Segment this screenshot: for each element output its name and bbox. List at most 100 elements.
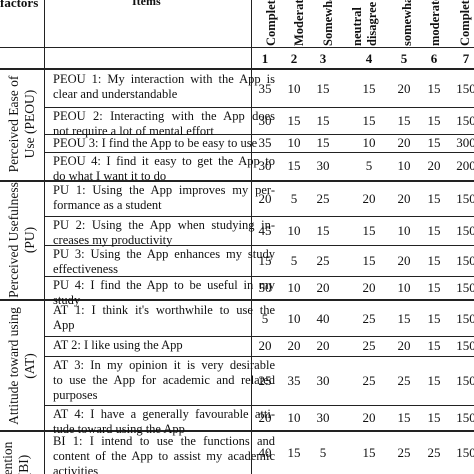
- group-label-at: Attitude toward using (AT): [6, 307, 37, 425]
- item-line: content of the App to assist my academic: [53, 449, 275, 463]
- row-divider: [44, 405, 474, 406]
- item-text: BI 1: I intend to use the functions and c…: [53, 434, 275, 474]
- factor-divider: [44, 0, 45, 474]
- value-cell: 35: [258, 135, 272, 150]
- value-cell: 25: [362, 372, 376, 388]
- value-cell: 30: [316, 158, 330, 173]
- item-line: tude toward using the App: [53, 422, 185, 436]
- item-line: App: [53, 318, 75, 332]
- item-line: PEOU 3: I find the App to be easy to use: [53, 136, 258, 150]
- item-text: PU 4: I find the App to be useful in my s…: [53, 278, 275, 308]
- value-cell: 15: [362, 112, 376, 128]
- group-label-bi: Intention (BI): [0, 441, 31, 474]
- value-cell: 150: [456, 112, 474, 128]
- value-cell: 15: [427, 190, 441, 206]
- col-number-3: 3: [319, 51, 327, 66]
- value-cell: 25: [316, 190, 330, 206]
- value-cell: 20: [258, 338, 272, 353]
- items-divider: [251, 0, 252, 474]
- row-divider: [44, 134, 474, 135]
- item-line: clear and understandable: [53, 87, 178, 101]
- value-cell: 15: [316, 112, 330, 128]
- item-text: AT 4: I have a generally favourable atti…: [53, 407, 275, 437]
- value-cell: 5: [365, 158, 373, 173]
- value-cell: 15: [427, 252, 441, 268]
- value-cell: 10: [287, 80, 301, 96]
- value-cell: 20: [427, 158, 441, 173]
- value-cell: 5: [319, 445, 327, 460]
- value-cell: 40: [258, 445, 272, 460]
- group-label-pu: Perceived Usefulness (PU): [6, 182, 37, 298]
- value-cell: 150: [456, 409, 474, 425]
- col-number-6: 6: [430, 51, 438, 66]
- item-line: PU 1: Using the App improves my per-: [53, 183, 275, 197]
- row-divider: [44, 356, 474, 357]
- value-cell: 15: [397, 112, 411, 128]
- value-cell: 10: [397, 279, 411, 295]
- group-label-peou: Perceived Ease of Use (PEOU): [6, 75, 37, 173]
- value-cell: 20: [258, 190, 272, 206]
- value-cell: 5: [290, 190, 298, 206]
- value-cell: 15: [362, 80, 376, 96]
- value-cell: 25: [258, 372, 272, 388]
- value-cell: 20: [397, 190, 411, 206]
- item-text: AT 2: I like using the App: [53, 338, 275, 353]
- value-cell: 15: [427, 310, 441, 326]
- item-line: study: [53, 293, 81, 307]
- value-cell: 20: [397, 80, 411, 96]
- item-text: PEOU 3: I find the App to be easy to use: [53, 136, 275, 151]
- value-cell: 15: [362, 222, 376, 238]
- item-line: BI 1: I intend to use the functions and: [53, 434, 275, 448]
- item-line: PU 2: Using the App when studying in-: [53, 218, 275, 232]
- group-divider-pu: [0, 180, 474, 182]
- value-cell: 15: [287, 112, 301, 128]
- value-cell: 5: [261, 310, 269, 326]
- value-cell: 10: [287, 222, 301, 238]
- value-cell: 30: [316, 372, 330, 388]
- value-cell: 20: [362, 279, 376, 295]
- value-cell: 15: [427, 80, 441, 96]
- value-cell: 300: [456, 135, 474, 150]
- item-line: not require a lot of mental effort: [53, 124, 214, 138]
- item-line: do what I want it to do: [53, 169, 167, 183]
- item-line: formance as a student: [53, 198, 162, 212]
- value-cell: 15: [362, 445, 376, 460]
- value-cell: 40: [316, 310, 330, 326]
- col-header-1: Completely: [264, 0, 278, 46]
- value-cell: 150: [456, 279, 474, 295]
- item-line: PU 3: Using the App enhances my study: [53, 247, 275, 261]
- group-divider-bi: [0, 430, 474, 432]
- factors-header: factors: [0, 0, 39, 10]
- value-cell: 15: [287, 445, 301, 460]
- value-cell: 50: [258, 279, 272, 295]
- col-header-6: moderately: [428, 0, 442, 46]
- value-cell: 150: [456, 80, 474, 96]
- col-number-2: 2: [290, 51, 298, 66]
- value-cell: 10: [362, 135, 376, 150]
- item-text: AT 3: In my opinion it is very desirable…: [53, 358, 275, 403]
- item-text: PU 1: Using the App improves my per-form…: [53, 183, 275, 213]
- row-divider: [44, 336, 474, 337]
- item-line: AT 3: In my opinion it is very desirable: [53, 358, 275, 372]
- value-cell: 10: [287, 279, 301, 295]
- value-cell: 150: [456, 190, 474, 206]
- value-cell: 10: [397, 222, 411, 238]
- value-cell: 15: [397, 409, 411, 425]
- item-line: AT 2: I like using the App: [53, 338, 183, 352]
- value-cell: 200: [456, 158, 474, 173]
- item-line: activities: [53, 464, 99, 474]
- col-header-5: somewhat: [400, 0, 414, 46]
- value-cell: 25: [397, 445, 411, 460]
- value-cell: 10: [397, 158, 411, 173]
- row-divider: [44, 216, 474, 217]
- col-number-4: 4: [365, 51, 373, 66]
- group-divider-at: [0, 299, 474, 301]
- item-line: purposes: [53, 388, 98, 402]
- row-divider: [44, 276, 474, 277]
- value-cell: 25: [316, 252, 330, 268]
- col-number-1: 1: [261, 51, 269, 66]
- item-text: PU 2: Using the App when studying in-cre…: [53, 218, 275, 248]
- item-text: PU 3: Using the App enhances my study eff…: [53, 247, 275, 277]
- item-line: PU 4: I find the App to be useful in my: [53, 278, 275, 292]
